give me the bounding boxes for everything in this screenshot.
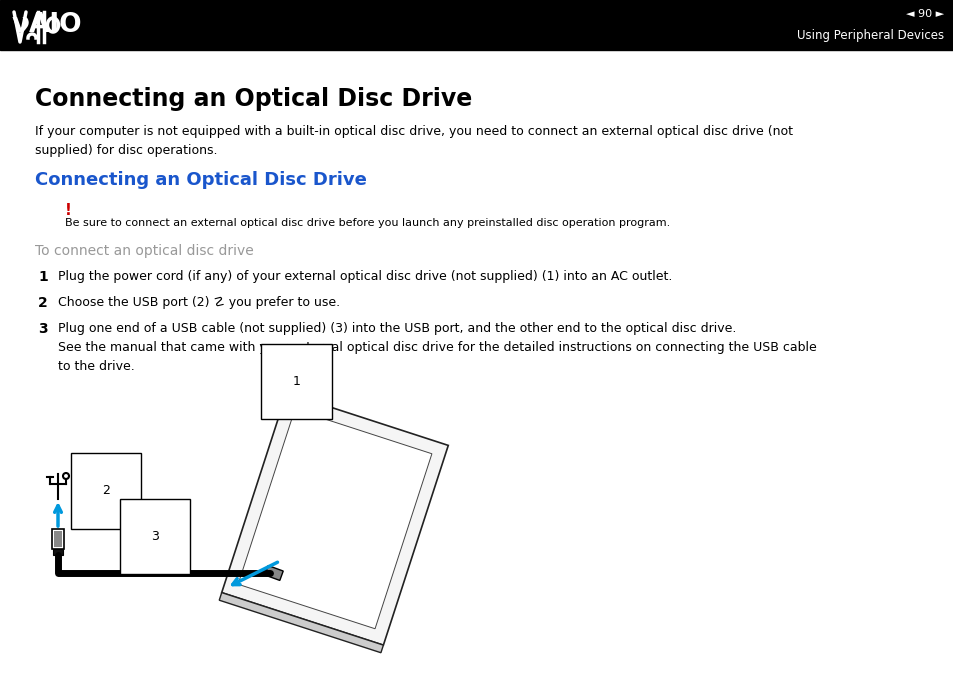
Text: Connecting an Optical Disc Drive: Connecting an Optical Disc Drive (35, 171, 367, 189)
Polygon shape (219, 592, 383, 652)
Text: If your computer is not equipped with a built-in optical disc drive, you need to: If your computer is not equipped with a … (35, 125, 792, 157)
Polygon shape (238, 409, 432, 629)
Text: Be sure to connect an external optical disc drive before you launch any preinsta: Be sure to connect an external optical d… (65, 218, 670, 228)
Text: 2: 2 (102, 485, 110, 497)
Text: Plug the power cord (if any) of your external optical disc drive (not supplied) : Plug the power cord (if any) of your ext… (58, 270, 672, 283)
Text: 1: 1 (38, 270, 48, 284)
Polygon shape (221, 393, 448, 645)
Text: 3: 3 (38, 322, 48, 336)
Text: 1: 1 (293, 375, 300, 388)
Bar (0, 0, 953, 50)
Text: 2: 2 (38, 296, 48, 310)
Text: ◄ 90 ►: ◄ 90 ► (905, 9, 943, 19)
Bar (52, 529, 64, 549)
Bar (53, 549, 63, 555)
Text: Plug one end of a USB cable (not supplied) (3) into the USB port, and the other : Plug one end of a USB cable (not supplie… (58, 322, 816, 373)
Bar (54, 531, 62, 547)
Text: Using Peripheral Devices: Using Peripheral Devices (796, 28, 943, 42)
Text: !: ! (65, 203, 71, 218)
Text: Choose the USB port (2) ☡ you prefer to use.: Choose the USB port (2) ☡ you prefer to … (58, 296, 340, 309)
Text: Connecting an Optical Disc Drive: Connecting an Optical Disc Drive (35, 87, 472, 111)
Text: 3: 3 (151, 530, 159, 543)
Text: νΑΙO: νΑΙO (12, 12, 83, 38)
Bar (265, 565, 283, 580)
Text: To connect an optical disc drive: To connect an optical disc drive (35, 244, 253, 258)
FancyBboxPatch shape (71, 485, 94, 497)
